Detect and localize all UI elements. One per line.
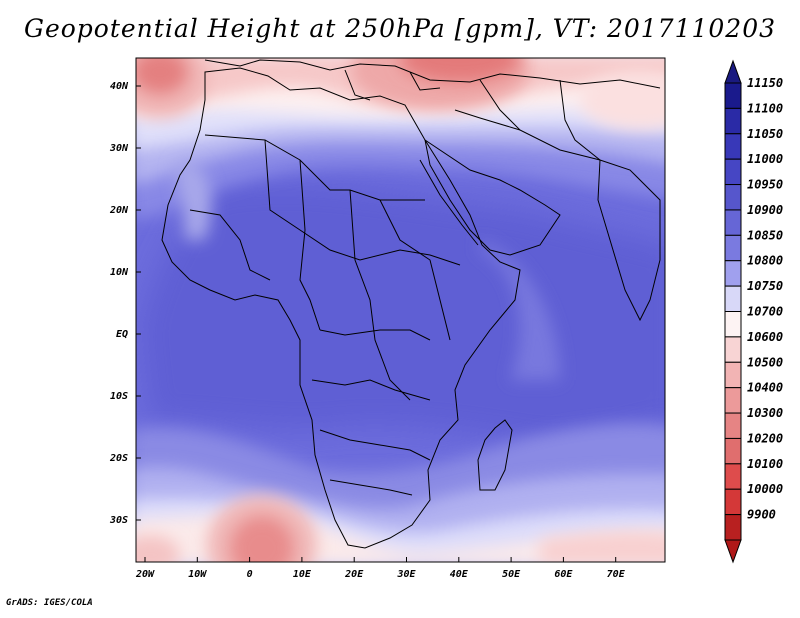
grads-credit: GrADS: IGES/COLA <box>6 598 93 608</box>
colorbar-swatch <box>724 336 742 363</box>
longitude-label: 0 <box>247 569 253 580</box>
latitude-label: 20S <box>109 453 128 464</box>
colorbar-swatch <box>724 437 742 465</box>
colorbar-label: 11150 <box>747 76 783 90</box>
colorbar-swatch <box>724 184 742 211</box>
colorbar-swatch <box>724 463 742 490</box>
colorbar-label: 10000 <box>747 482 783 496</box>
colorbar-label: 10600 <box>747 330 783 344</box>
longitude-axis: 20W 10W 0 10E 20E 30E 40E 50E 60E 70E <box>135 557 626 580</box>
colorbar-label: 10400 <box>747 381 783 395</box>
colorbar: 11150 11100 11050 11000 10950 10900 10850 10800… <box>724 59 783 564</box>
colorbar-label: 10850 <box>747 228 783 242</box>
colorbar-label: 10100 <box>747 457 783 471</box>
colorbar-label: 10950 <box>747 178 783 192</box>
colorbar-label: 9900 <box>747 508 776 522</box>
colorbar-label: 10800 <box>747 254 783 268</box>
latitude-label: EQ <box>116 329 128 340</box>
longitude-label: 20E <box>344 569 364 580</box>
colorbar-bottom-arrow <box>724 539 742 564</box>
colorbar-label: 11100 <box>747 101 783 115</box>
height-field <box>136 58 665 562</box>
map-title: Geopotential Height at 250hPa [gpm], VT:… <box>23 14 777 43</box>
longitude-label: 40E <box>450 569 469 580</box>
latitude-label: 20N <box>109 205 129 216</box>
colorbar-label: 10200 <box>747 431 783 445</box>
colorbar-label: 10750 <box>747 279 783 293</box>
colorbar-swatch <box>724 133 742 160</box>
colorbar-label: 11000 <box>747 152 783 166</box>
colorbar-swatch <box>724 158 742 186</box>
coastlines <box>161 59 661 549</box>
colorbar-swatch <box>724 82 742 109</box>
colorbar-label: 11050 <box>747 127 783 141</box>
colorbar-swatch <box>724 412 742 439</box>
colorbar-swatch <box>724 260 742 287</box>
longitude-label: 60E <box>554 569 573 580</box>
longitude-label: 50E <box>502 569 521 580</box>
colorbar-label: 10300 <box>747 406 783 420</box>
colorbar-swatch <box>724 514 742 541</box>
colorbar-swatch <box>724 387 742 414</box>
latitude-label: 30S <box>109 515 128 526</box>
latitude-label: 10N <box>110 267 129 278</box>
colorbar-swatch <box>724 209 742 236</box>
plot-frame <box>135 57 666 563</box>
colorbar-swatch <box>724 107 742 135</box>
colorbar-swatch <box>724 234 742 262</box>
colorbar-swatch <box>724 285 742 313</box>
colorbar-label: 10900 <box>747 203 783 217</box>
longitude-label: 30E <box>396 569 416 580</box>
colorbar-label: 10700 <box>747 305 783 319</box>
colorbar-top-arrow <box>724 59 742 84</box>
longitude-label: 10E <box>293 569 312 580</box>
longitude-label: 20W <box>135 569 155 580</box>
longitude-label: 70E <box>607 569 626 580</box>
colorbar-swatch <box>724 488 742 516</box>
latitude-axis: 40N 30N 20N 10N EQ 10S 20S 30S <box>109 81 141 526</box>
latitude-label: 30N <box>109 143 129 154</box>
latitude-label: 40N <box>110 81 129 92</box>
colorbar-swatch <box>724 361 742 389</box>
latitude-label: 10S <box>110 391 128 402</box>
longitude-label: 10W <box>188 569 207 580</box>
colorbar-label: 10500 <box>747 355 783 369</box>
colorbar-swatch <box>724 311 742 338</box>
